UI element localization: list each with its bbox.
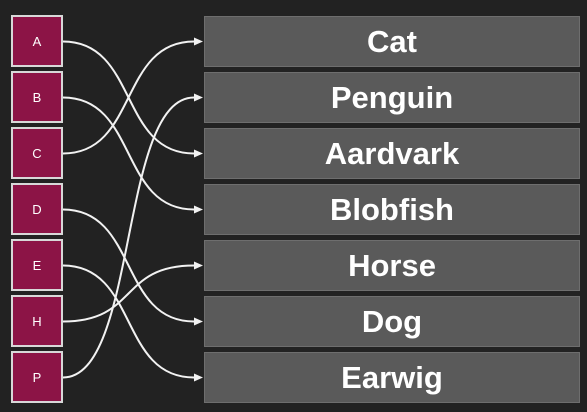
connector-c-cat — [62, 40, 195, 155]
arrowhead-b — [194, 205, 203, 214]
key-box-p: P — [11, 351, 63, 403]
key-box-b: B — [11, 71, 63, 123]
arrowhead-p — [194, 93, 203, 102]
arrowhead-d — [194, 317, 203, 326]
arrowhead-e — [194, 373, 203, 382]
key-box-c: C — [11, 127, 63, 179]
connector-e-earwig — [62, 264, 195, 379]
key-box-d: D — [11, 183, 63, 235]
item-box-penguin: Penguin — [204, 72, 580, 123]
key-box-h: H — [11, 295, 63, 347]
item-box-horse: Horse — [204, 240, 580, 291]
item-box-earwig: Earwig — [204, 352, 580, 403]
arrowhead-c — [194, 37, 203, 46]
item-box-blobfish: Blobfish — [204, 184, 580, 235]
item-box-aardvark: Aardvark — [204, 128, 580, 179]
connector-b-blobfish — [62, 96, 195, 211]
key-box-e: E — [11, 239, 63, 291]
connector-h-horse — [62, 264, 195, 323]
key-box-a: A — [11, 15, 63, 67]
arrowhead-h — [194, 261, 203, 270]
item-box-dog: Dog — [204, 296, 580, 347]
arrowhead-a — [194, 149, 203, 158]
connector-p-penguin — [62, 96, 195, 379]
item-box-cat: Cat — [204, 16, 580, 67]
connector-d-dog — [62, 208, 195, 323]
